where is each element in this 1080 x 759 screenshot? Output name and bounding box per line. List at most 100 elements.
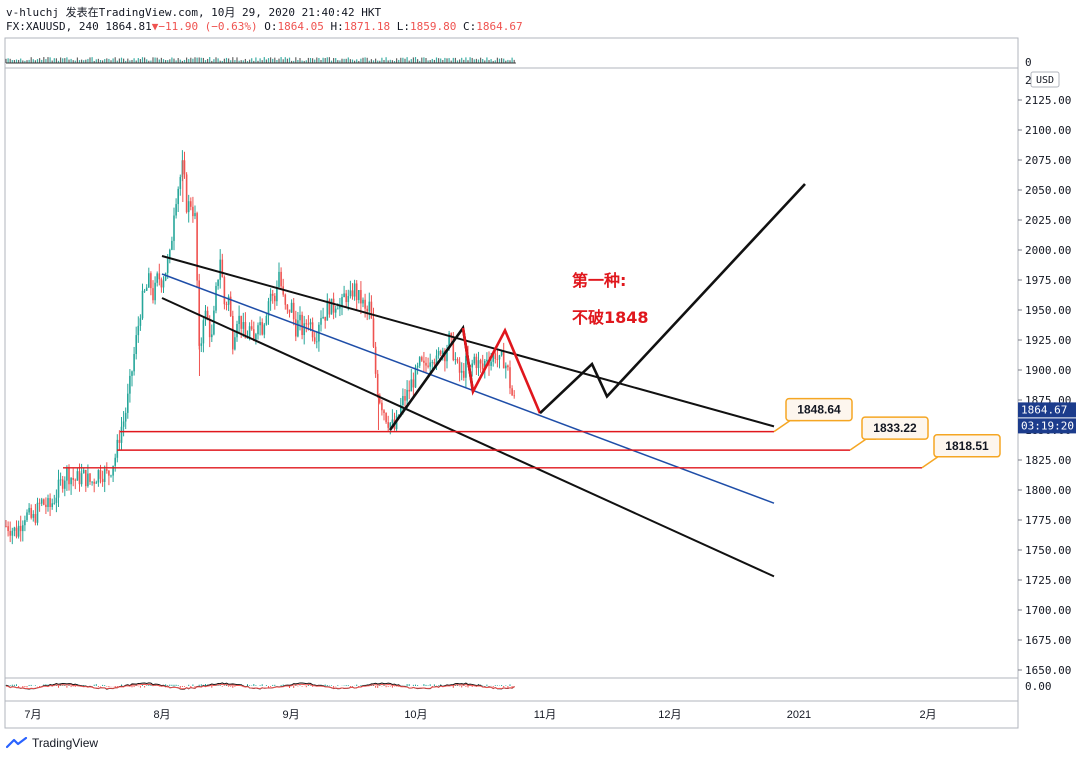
y-tick-label: 1925.00 xyxy=(1025,334,1071,347)
candle xyxy=(330,298,333,315)
candle-body xyxy=(448,333,450,350)
candle-body xyxy=(433,361,436,365)
candle-body xyxy=(103,469,106,482)
candle-body xyxy=(494,353,497,360)
candle xyxy=(22,520,24,542)
candle xyxy=(305,319,308,333)
candle-body xyxy=(486,359,488,361)
candle xyxy=(89,473,91,485)
candle-body xyxy=(28,507,30,513)
candle-body xyxy=(225,304,228,305)
candle xyxy=(290,299,293,313)
candle-body xyxy=(286,304,289,310)
candle xyxy=(221,253,224,278)
candle xyxy=(345,289,347,308)
candle xyxy=(47,494,49,512)
candle-body xyxy=(164,272,167,281)
candle-body xyxy=(439,350,442,355)
candle-body xyxy=(89,473,91,482)
candle xyxy=(91,481,93,486)
y-tick-label: 1700.00 xyxy=(1025,604,1071,617)
callout-box xyxy=(933,434,1001,458)
candle-body xyxy=(337,308,339,310)
chart-frame xyxy=(4,37,1019,729)
candle-body xyxy=(24,520,26,526)
candle-body xyxy=(221,259,224,278)
candle-body xyxy=(479,360,482,364)
channel-upper xyxy=(161,255,775,428)
candle xyxy=(15,520,18,539)
candle-body xyxy=(13,527,16,531)
candle-body xyxy=(406,389,408,401)
candle-body xyxy=(341,297,343,306)
candle xyxy=(204,305,207,326)
candle xyxy=(391,409,394,428)
candle-body xyxy=(236,323,238,338)
candle-body xyxy=(473,356,476,364)
candle xyxy=(196,211,198,289)
candle xyxy=(437,347,440,359)
candle-body xyxy=(292,302,295,320)
candle xyxy=(175,198,177,219)
candle-body xyxy=(295,319,297,337)
candle xyxy=(475,353,478,375)
candle-body xyxy=(116,439,119,458)
level-callout: 1833.22 xyxy=(849,416,929,451)
candle-body xyxy=(502,351,505,369)
candle-body xyxy=(133,354,135,372)
candle xyxy=(232,310,234,355)
candle-body xyxy=(187,201,190,213)
candle xyxy=(477,351,480,376)
candle-body xyxy=(320,318,322,325)
drawings[interactable] xyxy=(63,183,922,578)
candle xyxy=(187,194,190,223)
black-bounce-path xyxy=(388,324,475,431)
candle-body xyxy=(505,365,507,369)
candle xyxy=(200,337,203,353)
candle xyxy=(427,357,429,369)
candle-body xyxy=(307,323,310,325)
candle-body xyxy=(437,350,440,356)
candle-body xyxy=(143,290,146,292)
candle xyxy=(404,388,406,407)
tradingview-logo[interactable]: TradingView xyxy=(6,736,98,750)
candle xyxy=(158,263,161,286)
candle xyxy=(59,472,62,486)
candle-body xyxy=(263,324,266,335)
candle-body xyxy=(78,471,81,485)
candle-body xyxy=(339,305,341,309)
candle-body xyxy=(400,405,402,415)
candle-body xyxy=(82,469,85,474)
candle xyxy=(17,520,20,539)
projection-path xyxy=(539,183,806,415)
candle-body xyxy=(362,299,364,304)
price-axis: 1650.00 1675.00 1700.00 1725.00 1750.00 1775.… xyxy=(1018,71,1071,677)
candle-body xyxy=(269,293,272,302)
candle-body xyxy=(40,499,43,504)
current-price-label: 1864.67 xyxy=(1021,403,1067,416)
candle-body xyxy=(322,316,324,319)
candle xyxy=(431,359,434,370)
candle xyxy=(418,356,421,369)
candle-body xyxy=(53,502,56,504)
candle-body xyxy=(418,357,421,366)
candle-body xyxy=(11,530,14,536)
candle xyxy=(416,362,419,375)
y-tick-label: 1650.00 xyxy=(1025,664,1071,677)
candle xyxy=(353,279,356,301)
candle-body xyxy=(349,290,352,297)
candle xyxy=(280,267,282,289)
y-tick-label: 2000.00 xyxy=(1025,244,1071,257)
candle-body xyxy=(244,322,247,339)
channel-mid xyxy=(161,273,775,504)
candle xyxy=(217,279,219,290)
candle-body xyxy=(431,361,434,363)
candle xyxy=(101,470,104,487)
candle-body xyxy=(303,323,305,336)
candle-body xyxy=(106,469,108,471)
candle xyxy=(267,297,270,325)
volume-panel: 02 xyxy=(5,56,1032,87)
candle xyxy=(307,315,310,331)
candle-body xyxy=(200,343,203,346)
